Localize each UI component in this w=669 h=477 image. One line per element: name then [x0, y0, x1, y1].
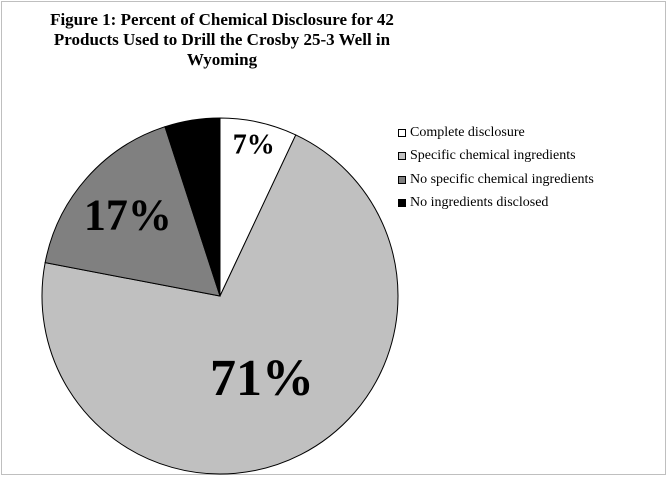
legend-item-complete-disclosure: Complete disclosure	[398, 121, 594, 145]
legend-label: No specific chemical ingredients	[410, 171, 594, 187]
legend-swatch	[398, 152, 406, 161]
legend-item-no-specific-chemical-ingredients: No specific chemical ingredients	[398, 168, 594, 192]
legend-swatch	[398, 199, 406, 208]
data-label: 5%	[180, 132, 213, 157]
slice-no-ingredients-disclosed	[164, 117, 221, 297]
legend-label: Complete disclosure	[410, 124, 525, 140]
legend-label: No ingredients disclosed	[410, 195, 549, 211]
legend-item-specific-chemical-ingredients: Specific chemical ingredients	[398, 145, 594, 169]
legend-swatch	[398, 128, 406, 137]
legend-swatch	[398, 175, 406, 184]
legend-item-no-ingredients-disclosed: No ingredients disclosed	[398, 192, 594, 216]
legend: Complete disclosure Specific chemical in…	[398, 121, 594, 215]
data-label: 71%	[210, 350, 314, 407]
data-label: 7%	[233, 129, 275, 160]
chart-title: Figure 1: Percent of Chemical Disclosure…	[50, 10, 394, 69]
slice-no-specific-chemical-ingredients	[44, 126, 221, 297]
legend-label: Specific chemical ingredients	[410, 148, 576, 164]
slice-specific-chemical-ingredients	[41, 134, 399, 475]
data-label: 17%	[84, 190, 172, 239]
